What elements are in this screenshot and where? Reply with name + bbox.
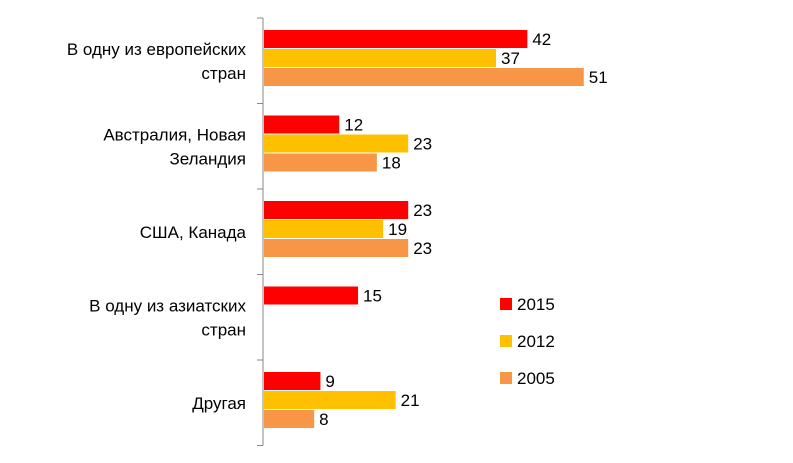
- data-label: 51: [589, 68, 608, 87]
- legend-swatch-2005: [500, 372, 512, 384]
- bar-2015: [264, 201, 409, 219]
- bar-2015: [264, 286, 359, 305]
- data-label: 15: [363, 287, 382, 306]
- bar-2005: [264, 68, 584, 86]
- category-label: В одну из европейских стран: [67, 40, 247, 83]
- bar-2012: [264, 220, 384, 238]
- axis: [257, 17, 264, 446]
- data-label: 42: [532, 30, 551, 49]
- category-label: США, Канада: [140, 223, 247, 242]
- bar-2015: [264, 30, 528, 48]
- bar-2012: [264, 49, 496, 67]
- bars: [264, 30, 584, 428]
- data-label: 19: [388, 220, 407, 239]
- category-label: В одну из азиатских стран: [89, 296, 246, 339]
- category-label: Другая: [192, 394, 246, 413]
- bar-2005: [264, 153, 377, 172]
- bar-2005: [264, 239, 409, 257]
- legend-label: 2015: [517, 295, 555, 314]
- bar-2015: [264, 372, 321, 390]
- bar-2012: [264, 134, 409, 153]
- data-label: 12: [344, 116, 363, 135]
- legend-label: 2012: [517, 332, 555, 351]
- data-label: 23: [413, 135, 432, 154]
- bar-2015: [264, 115, 340, 134]
- data-label: 23: [413, 201, 432, 220]
- legend-swatch-2015: [500, 298, 512, 310]
- data-label: 8: [319, 410, 328, 429]
- data-label: 23: [413, 239, 432, 258]
- value-labels: 42 37 51 12 23 18 23 19 23 15 9 21 8: [319, 30, 608, 429]
- data-label: 18: [382, 154, 401, 173]
- category-label: Австралия, Новая Зеландия: [103, 125, 246, 168]
- data-label: 9: [325, 372, 334, 391]
- legend-label: 2005: [517, 369, 555, 388]
- category-labels: В одну из европейских стран Австралия, Нов…: [67, 40, 247, 413]
- bar-2005: [264, 410, 315, 428]
- legend-swatch-2012: [500, 335, 512, 347]
- data-label: 37: [501, 49, 520, 68]
- legend: 2015 2012 2005: [500, 295, 555, 388]
- bar-2012: [264, 391, 396, 409]
- data-label: 21: [401, 391, 420, 410]
